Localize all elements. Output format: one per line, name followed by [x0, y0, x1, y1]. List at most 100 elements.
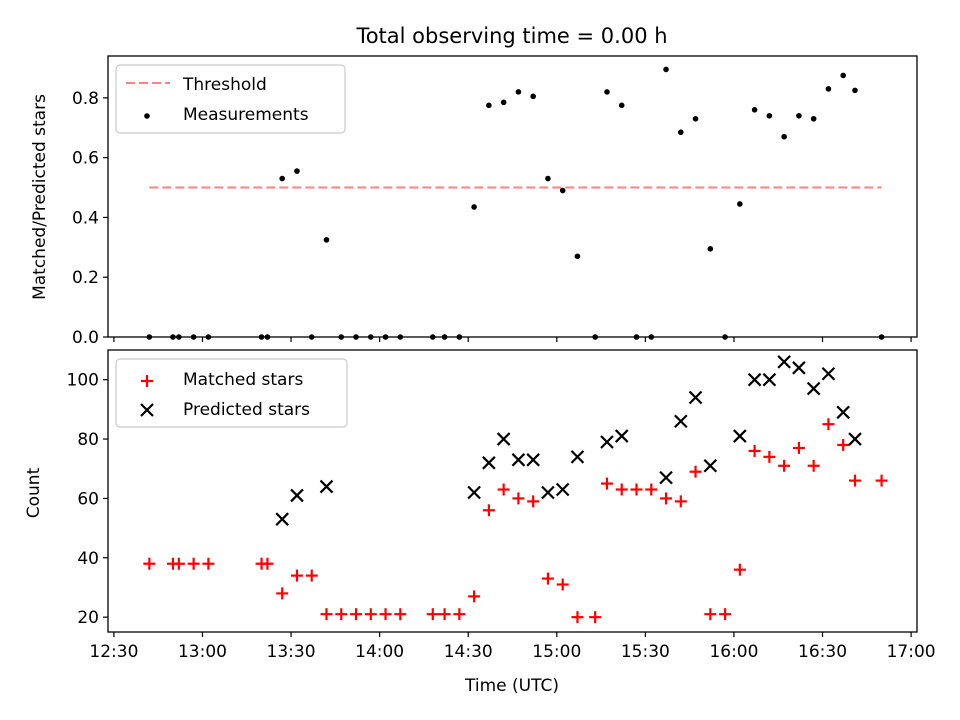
predicted-star-point: [496, 432, 511, 446]
measurement-point: [677, 129, 684, 136]
matched-star-point: [704, 608, 717, 621]
predicted-star-point: [659, 470, 673, 485]
matched-star-point: [276, 587, 289, 600]
top-axis-ticks: 0.0 0.2 0.4 0.6 0.8: [72, 89, 912, 348]
x-tick-label: 14:30: [444, 642, 493, 662]
predicted-star-point: [821, 366, 836, 381]
measurement-point: [471, 204, 477, 210]
matched-star-point: [748, 444, 761, 457]
predicted-star-point: [467, 485, 481, 500]
measurement-point: [796, 112, 802, 119]
measurement-point: [545, 175, 551, 182]
legend-threshold-label: Threshold: [182, 75, 267, 95]
matched-star-point: [394, 608, 407, 621]
predicted-star-point: [747, 372, 762, 387]
predicted-star-point: [482, 456, 496, 470]
x-tick-label: 15:30: [621, 642, 670, 662]
predicted-star-point: [848, 432, 862, 446]
bottom-y-axis-label: Count: [24, 467, 44, 518]
measurement-point: [781, 133, 787, 140]
measurement-point: [574, 253, 581, 260]
measurement-point: [559, 187, 566, 194]
predicted-star-point: [555, 482, 570, 497]
matched-star-point: [630, 483, 643, 496]
predicted-star-point: [319, 479, 334, 494]
top-y-tick-label: 0.0: [72, 328, 99, 348]
matched-star-point: [143, 557, 156, 570]
legend-predicted-swatch: [140, 403, 154, 417]
legend-matched-label: Matched stars: [183, 370, 303, 390]
matched-star-point: [875, 474, 888, 487]
measurement-point: [663, 66, 669, 73]
measurement-point: [279, 175, 286, 182]
top-legend: Threshold Measurements: [115, 64, 346, 134]
matched-star-point: [660, 492, 673, 505]
bottom-y-tick-label: 60: [77, 489, 99, 509]
measurement-point: [825, 86, 832, 92]
top-chart-title: Total observing time = 0.00 h: [355, 24, 667, 48]
measurement-point: [751, 107, 758, 113]
measurement-point: [515, 89, 522, 95]
matched-star-point: [482, 504, 495, 517]
matched-star-point: [556, 578, 569, 591]
predicted-star-point: [290, 488, 304, 503]
x-tick-label: 15:00: [532, 642, 581, 662]
matched-star-point: [426, 608, 439, 621]
predicted-star-point: [806, 381, 821, 396]
bottom-x-axis-label: Time (UTC): [464, 676, 559, 696]
matched-star-point: [290, 569, 303, 582]
measurement-point: [852, 87, 858, 94]
matched-star-point: [778, 459, 791, 472]
predicted-star-point: [792, 361, 806, 375]
measurement-point: [500, 99, 507, 106]
matched-star-point: [719, 608, 732, 621]
matched-star-point: [600, 477, 613, 490]
matched-star-point: [848, 474, 861, 487]
predicted-star-point: [614, 429, 629, 443]
bottom-y-tick-label: 20: [77, 608, 99, 628]
predicted-star-point: [688, 390, 703, 405]
matched-star-point: [763, 450, 776, 463]
matched-star-point: [335, 608, 348, 621]
predicted-star-point: [836, 405, 850, 420]
bottom-legend: Matched stars Predicted stars: [115, 358, 348, 428]
matched-star-point: [527, 495, 540, 508]
matched-star-point: [497, 483, 510, 496]
predicted-star-point: [570, 450, 585, 464]
measurement-point: [707, 246, 714, 252]
matched-star-point: [645, 483, 658, 496]
matched-star-point: [187, 557, 200, 570]
matched-star-point: [453, 608, 466, 621]
top-y-tick-label: 0.6: [72, 149, 99, 169]
x-tick-label: 14:00: [355, 642, 404, 662]
legend-predicted-label: Predicted stars: [183, 400, 310, 420]
matched-star-point: [438, 608, 451, 621]
legend-measurements-swatch: [144, 113, 150, 119]
matched-star-point: [512, 492, 525, 505]
measurement-point: [618, 102, 625, 109]
top-y-axis-label: Matched/Predicted stars: [30, 94, 50, 300]
matched-star-point: [379, 608, 392, 621]
top-y-tick-label: 0.4: [72, 208, 99, 228]
bottom-data-marks: [143, 355, 888, 624]
matched-star-point: [571, 611, 584, 624]
bottom-plot-frame: [107, 349, 918, 633]
matched-star-point: [350, 608, 363, 621]
matched-star-point: [792, 441, 805, 454]
x-tick-label: 13:00: [178, 642, 227, 662]
matched-star-point: [541, 572, 554, 585]
predicted-star-point: [275, 512, 289, 526]
matched-star-point: [305, 569, 318, 582]
predicted-star-point: [526, 453, 540, 467]
x-tick-label: 13:30: [267, 642, 316, 662]
matched-star-point: [822, 418, 835, 431]
measurement-point: [323, 237, 330, 243]
predicted-star-point: [703, 458, 718, 473]
measurement-point: [486, 102, 492, 109]
measurement-point: [810, 115, 817, 122]
matched-star-point: [468, 590, 481, 603]
matched-star-point: [320, 608, 333, 621]
predicted-star-point: [733, 429, 747, 443]
matched-star-point: [364, 608, 377, 621]
matched-star-point: [807, 459, 820, 472]
